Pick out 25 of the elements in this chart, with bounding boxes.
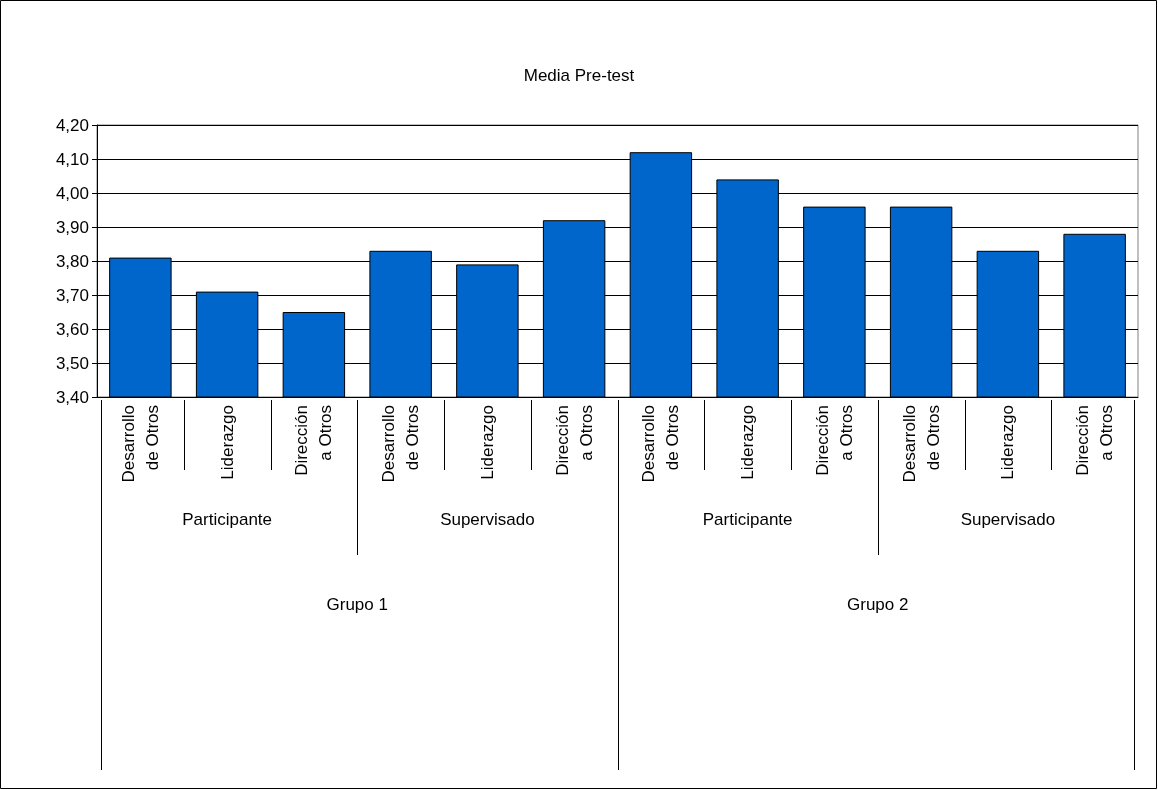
y-tick-label: 3,50 xyxy=(55,353,89,373)
text: Supervisado xyxy=(960,509,1056,529)
text: Supervisado xyxy=(440,509,535,529)
y-tick-label: 3,40 xyxy=(55,387,89,407)
x-tick-label: Desarrollo de Otros xyxy=(118,405,162,483)
y-tick-label: 4,10 xyxy=(55,149,89,169)
text: Grupo 2 xyxy=(847,594,909,614)
x-tick-label: Liderazgo xyxy=(738,405,758,480)
y-tick-label: 3,70 xyxy=(55,285,89,305)
text: Participante xyxy=(182,509,273,529)
x-tick-label: Dirección a Otros xyxy=(1073,405,1117,476)
x-tick-label: Dirección a Otros xyxy=(552,405,596,476)
x-tick-label: Liderazgo xyxy=(217,405,237,480)
x-tick-label: Dirección a Otros xyxy=(812,405,856,476)
x-tick-label: Liderazgo xyxy=(998,405,1018,480)
y-tick-label: 4,00 xyxy=(55,183,89,203)
x-tick-label: Dirección a Otros xyxy=(292,405,336,476)
text: Participante xyxy=(702,509,793,529)
x-tick-label: Liderazgo xyxy=(477,405,497,480)
y-tick-label: 4,20 xyxy=(55,115,89,135)
chart-title: Media Pre-test xyxy=(523,66,635,85)
y-tick-label: 3,90 xyxy=(55,217,89,237)
y-tick-label: 3,80 xyxy=(55,251,89,271)
y-tick-label: 3,60 xyxy=(55,319,89,339)
text: Grupo 1 xyxy=(326,594,388,614)
